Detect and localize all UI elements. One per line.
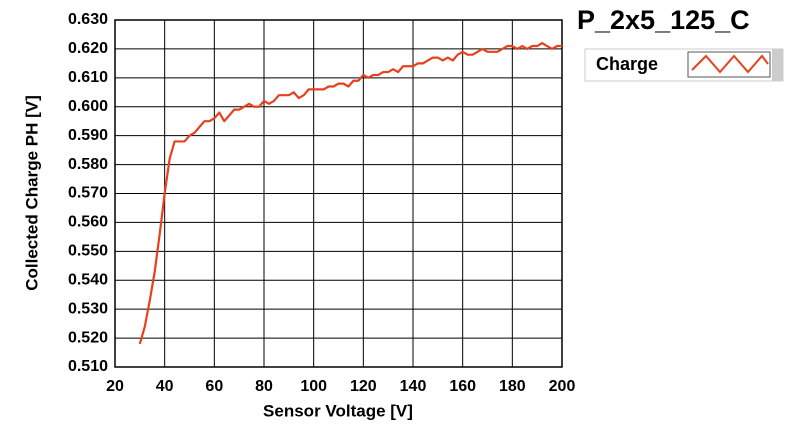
y-tick-label: 0.630	[68, 11, 108, 28]
x-tick-label: 120	[350, 378, 377, 395]
y-tick-label: 0.600	[68, 98, 108, 115]
y-tick-label: 0.550	[68, 243, 108, 260]
legend-icon-box	[687, 51, 771, 78]
x-tick-label: 80	[255, 378, 273, 395]
data-line	[138, 42, 562, 345]
grid	[114, 19, 563, 368]
x-tick-label: 20	[106, 378, 124, 395]
chart-title: P_2x5_125_C	[577, 5, 750, 35]
y-tick-label: 0.520	[68, 329, 108, 346]
x-tick-label: 100	[300, 378, 327, 395]
x-tick-label: 140	[400, 378, 427, 395]
y-tick-label: 0.580	[68, 156, 108, 173]
y-tick-label: 0.510	[68, 358, 108, 375]
y-axis-label: Collected Charge PH [V]	[22, 95, 41, 291]
legend-label: Charge	[596, 54, 658, 74]
y-tick-label: 0.590	[68, 127, 108, 144]
x-tick-label: 200	[549, 378, 576, 395]
x-tick-label: 160	[449, 378, 476, 395]
legend: Charge	[584, 48, 784, 82]
legend-scrollbar	[772, 49, 783, 81]
y-tick-label: 0.530	[68, 300, 108, 317]
x-axis-label: Sensor Voltage [V]	[263, 401, 413, 420]
y-tick-label: 0.560	[68, 214, 108, 231]
y-tick-label: 0.570	[68, 185, 108, 202]
y-tick-label: 0.620	[68, 40, 108, 57]
y-tick-label: 0.610	[68, 69, 108, 86]
x-tick-label: 40	[156, 378, 174, 395]
x-tick-label: 60	[205, 378, 223, 395]
y-tick-label: 0.540	[68, 271, 108, 288]
x-tick-label: 180	[499, 378, 526, 395]
legend-icon	[691, 54, 769, 74]
